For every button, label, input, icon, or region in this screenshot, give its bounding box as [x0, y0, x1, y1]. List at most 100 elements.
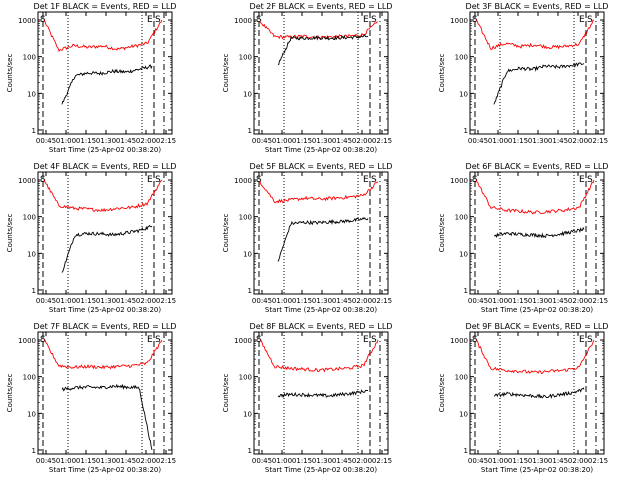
x-tick-label: 01:15: [76, 137, 96, 145]
marker-label-s: S: [40, 175, 46, 185]
y-tick-label: 1: [32, 287, 36, 295]
marker-label-s: S: [587, 15, 593, 25]
marker-label-e: E: [147, 15, 153, 25]
y-tick-label: 1: [32, 127, 36, 135]
x-tick-label: 01:30: [96, 297, 116, 305]
x-tick-label: 00:45: [252, 297, 272, 305]
chart-panel-1: Det 1F BLACK = Events, RED = LLD 1 10 100 10…: [6, 2, 176, 154]
x-tick-label: 01:45: [548, 137, 568, 145]
x-tick-label: 01:00: [272, 297, 292, 305]
chart-panel-8: Det 8F BLACK = Events, RED = LLD 1 10 100 10…: [222, 322, 392, 474]
y-tick-label: 10: [459, 250, 468, 258]
marker-label-s: S: [587, 335, 593, 345]
y-tick-label: 1: [248, 127, 252, 135]
series-events-line: [277, 389, 369, 399]
x-tick-label: 01:00: [488, 137, 508, 145]
x-axis-label: Start Time (25-Apr-02 00:38:20): [49, 146, 161, 154]
y-tick-label: 10: [243, 250, 252, 258]
x-tick-label: 01:45: [548, 457, 568, 465]
x-axis-label: Start Time (25-Apr-02 00:38:20): [49, 466, 161, 474]
plot-frame: [37, 11, 173, 135]
x-tick-label: 02:00: [136, 457, 156, 465]
marker-label-s: S: [40, 335, 46, 345]
plot-frame: [253, 11, 389, 135]
y-tick-label: 1000: [18, 17, 36, 25]
y-tick-label: 100: [23, 374, 36, 382]
y-axis-label: Counts/sec: [222, 54, 230, 93]
x-tick-label: 01:15: [76, 457, 96, 465]
x-tick-label: 01:30: [96, 137, 116, 145]
y-tick-label: 1: [464, 287, 468, 295]
x-tick-label: 01:00: [56, 457, 76, 465]
y-tick-label: 100: [23, 54, 36, 62]
x-tick-label: 01:45: [332, 137, 352, 145]
x-tick-label: 01:15: [508, 137, 528, 145]
series-events-line: [61, 224, 153, 273]
y-axis-label: Counts/sec: [438, 374, 446, 413]
x-tick-label: 02:00: [136, 137, 156, 145]
x-tick-label: 01:45: [332, 297, 352, 305]
x-tick-label: 00:45: [252, 137, 272, 145]
y-tick-label: 100: [455, 54, 468, 62]
series-events-line: [277, 34, 369, 66]
x-tick-label: 02:00: [352, 297, 372, 305]
x-tick-label: 01:30: [528, 297, 548, 305]
chart-title: Det 4F BLACK = Events, RED = LLD: [34, 162, 177, 171]
chart-panel-4: Det 4F BLACK = Events, RED = LLD 1 10 100 10…: [6, 162, 176, 314]
x-tick-label: 01:30: [312, 297, 332, 305]
y-axis-label: Counts/sec: [6, 374, 14, 413]
marker-label-s: S: [256, 335, 262, 345]
x-tick-label: 01:30: [96, 457, 116, 465]
x-tick-label: 01:00: [272, 137, 292, 145]
y-tick-label: 1000: [450, 337, 468, 345]
x-tick-label: 01:45: [116, 137, 136, 145]
x-axis-label: Start Time (25-Apr-02 00:38:20): [49, 306, 161, 314]
marker-label-s: S: [587, 175, 593, 185]
y-tick-label: 10: [27, 90, 36, 98]
y-tick-label: 1: [248, 447, 252, 455]
chart-panel-7: Det 7F BLACK = Events, RED = LLD 1 10 100 10…: [6, 322, 176, 474]
x-tick-label: 02:00: [352, 457, 372, 465]
marker-label-s: S: [256, 175, 262, 185]
chart-title: Det 5F BLACK = Events, RED = LLD: [250, 162, 393, 171]
series-events-line: [493, 387, 585, 399]
marker-label-s: S: [40, 15, 46, 25]
marker-label-e: E: [363, 15, 369, 25]
chart-panel-2: Det 2F BLACK = Events, RED = LLD 1 10 100 10…: [222, 2, 392, 154]
y-tick-label: 1000: [234, 337, 252, 345]
marker-label-s: S: [155, 335, 161, 345]
chart-title: Det 9F BLACK = Events, RED = LLD: [466, 322, 609, 331]
chart-title: Det 8F BLACK = Events, RED = LLD: [250, 322, 393, 331]
x-tick-label: 02:15: [588, 137, 608, 145]
x-tick-label: 01:15: [292, 137, 312, 145]
plot-frame: [469, 11, 605, 135]
x-tick-label: 01:30: [312, 137, 332, 145]
x-tick-label: 02:00: [352, 137, 372, 145]
x-tick-label: 01:45: [332, 457, 352, 465]
marker-label-s: S: [472, 175, 478, 185]
y-tick-label: 100: [239, 374, 252, 382]
chart-panel-3: Det 3F BLACK = Events, RED = LLD 1 10 100 10…: [438, 2, 608, 145]
chart-title: Det 3F BLACK = Events, RED = LLD: [466, 2, 609, 11]
chart-title: Det 1F BLACK = Events, RED = LLD: [34, 2, 177, 11]
y-axis-label: Counts/sec: [222, 214, 230, 253]
y-tick-label: 1: [464, 127, 468, 135]
series-lld-line: [475, 179, 595, 215]
x-tick-label: 01:45: [548, 297, 568, 305]
series-lld-line: [43, 339, 163, 370]
x-axis-label: Start Time (25-Apr-02 00:38:20): [481, 466, 593, 474]
x-tick-label: 00:45: [252, 457, 272, 465]
marker-label-s: S: [155, 15, 161, 25]
x-tick-label: 01:45: [116, 457, 136, 465]
x-tick-label: 01:15: [76, 297, 96, 305]
y-tick-label: 1: [32, 447, 36, 455]
x-tick-label: 01:00: [488, 457, 508, 465]
x-tick-label: 00:45: [36, 297, 56, 305]
x-tick-label: 02:15: [588, 457, 608, 465]
marker-label-s: S: [371, 335, 377, 345]
y-tick-label: 100: [455, 214, 468, 222]
x-tick-label: 01:15: [508, 297, 528, 305]
x-tick-label: 02:15: [372, 297, 392, 305]
y-tick-label: 100: [239, 214, 252, 222]
